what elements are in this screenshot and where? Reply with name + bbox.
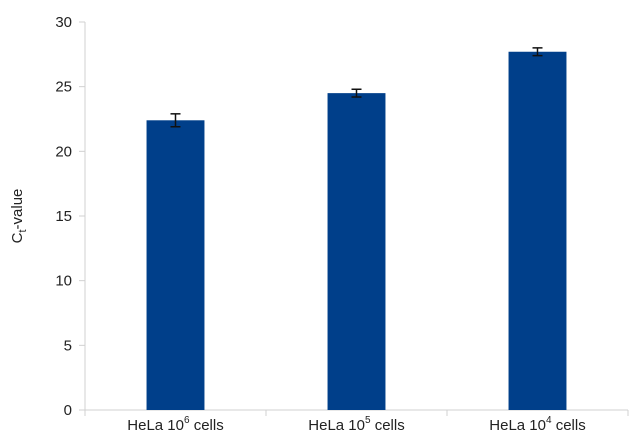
y-tick-label: 5 (64, 337, 72, 354)
bar (327, 93, 386, 410)
x-tick-label: HeLa 104 cells (489, 415, 585, 434)
y-ticks: 0 5 10 15 20 25 30 (55, 14, 85, 419)
x-tick-label: HeLa 105 cells (308, 415, 404, 434)
error-bar (532, 47, 543, 57)
y-tick-label: 25 (55, 79, 72, 96)
error-bar (351, 88, 362, 98)
x-tick-label: HeLa 106 cells (127, 415, 223, 434)
y-tick-label: 0 (64, 402, 72, 419)
x-ticks (84, 410, 629, 416)
y-tick-label: 20 (55, 143, 72, 160)
y-tick-label: 10 (55, 273, 72, 290)
y-tick-label: 30 (55, 14, 72, 31)
y-axis-title: Ct-value (9, 189, 29, 244)
bars (146, 51, 567, 410)
bar (146, 120, 205, 410)
bar (508, 51, 567, 410)
error-bar (170, 113, 181, 128)
y-tick-label: 15 (55, 208, 72, 225)
error-bars (170, 47, 543, 128)
x-tick-labels: HeLa 106 cells HeLa 105 cells HeLa 104 cel… (127, 415, 585, 434)
